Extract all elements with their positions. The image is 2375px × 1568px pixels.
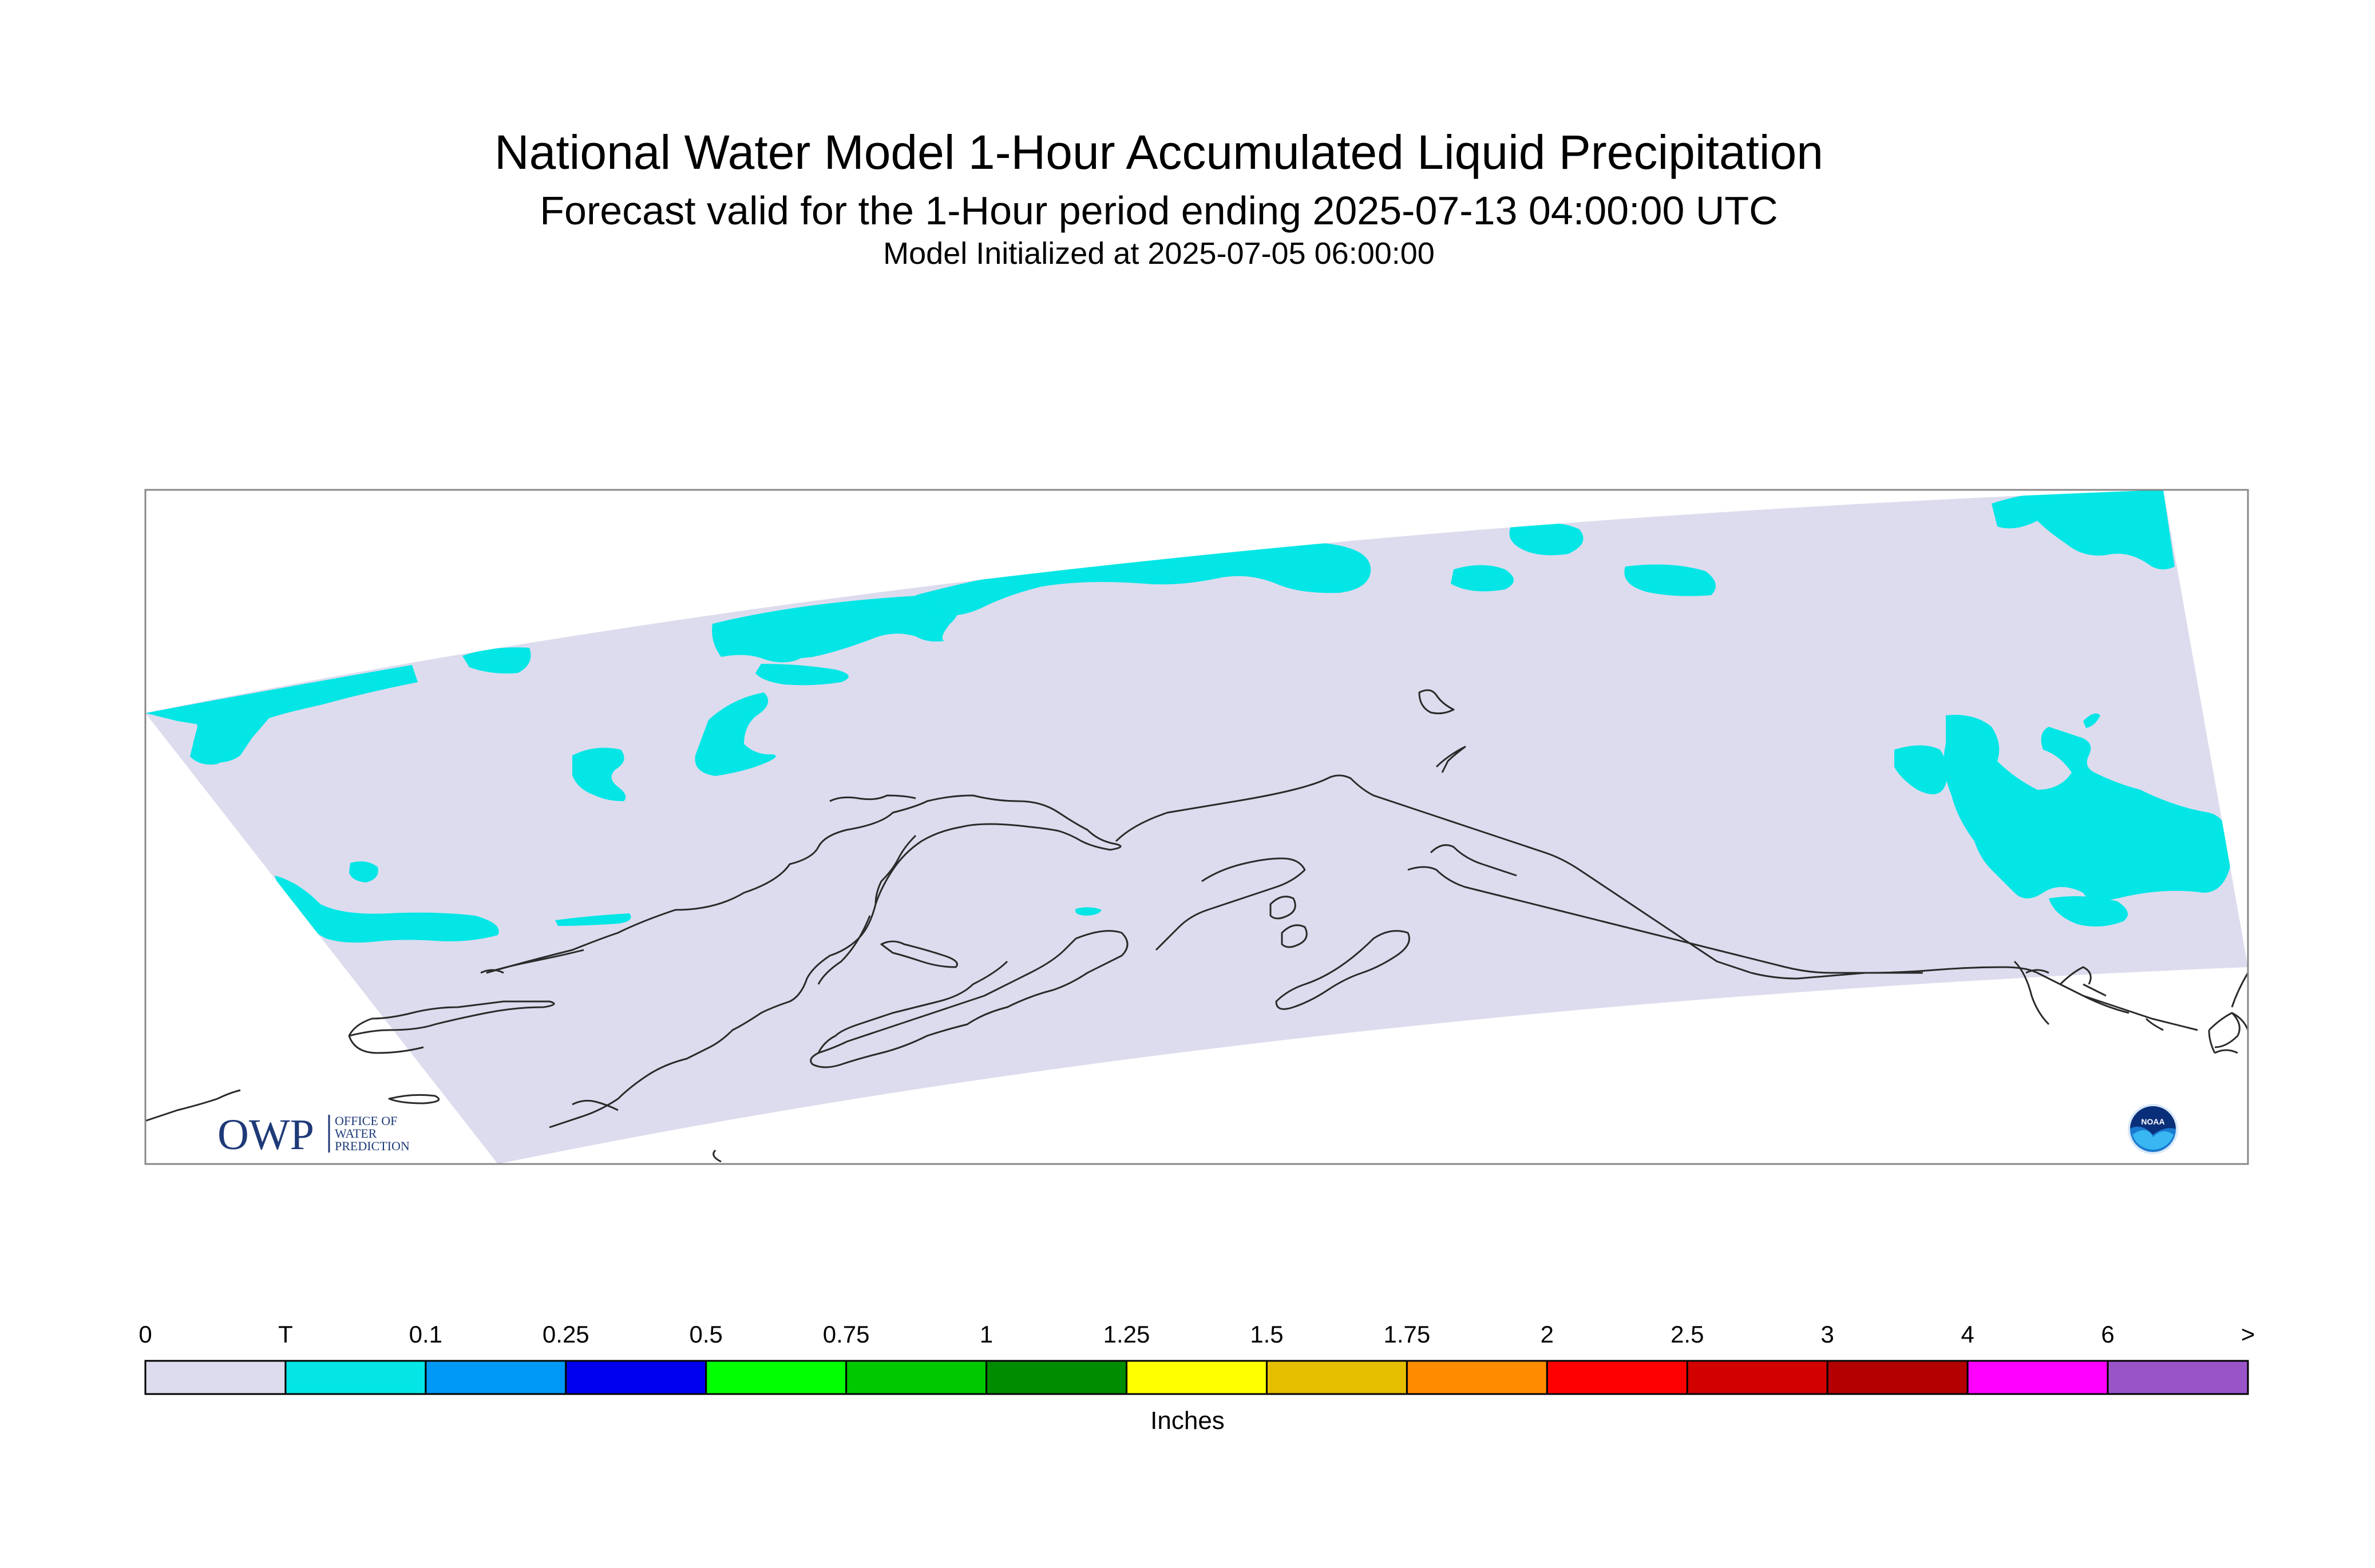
legend-tick-label: 2 <box>1541 1321 1554 1348</box>
noaa-logo: NOAA <box>2128 1104 2178 1154</box>
legend-tick-label: 1.75 <box>1384 1321 1431 1348</box>
trace-precipitation-areas <box>145 490 2232 943</box>
owp-logo-line2: WATER <box>335 1126 377 1141</box>
model-domain-area <box>145 490 2248 1164</box>
noaa-logo-text: NOAA <box>2141 1117 2164 1126</box>
legend-tick-label: 3 <box>1821 1321 1834 1348</box>
model-init-text: Model Initialized at 2025-07-05 06:00:00 <box>883 236 1435 271</box>
map-title: National Water Model 1-Hour Accumulated … <box>494 125 1824 179</box>
legend-swatch <box>2107 1360 2249 1395</box>
legend-tick-label: 0.1 <box>409 1321 442 1348</box>
owp-logo-letters: OWP <box>217 1111 314 1159</box>
owp-logo: OWP OFFICE OF WATER PREDICTION <box>217 1111 410 1159</box>
owp-logo-line1: OFFICE OF <box>335 1114 397 1128</box>
legend-tick-label: 4 <box>1961 1321 1974 1348</box>
legend-tick-label: T <box>278 1321 293 1348</box>
legend-swatch <box>705 1360 848 1395</box>
legend-swatch <box>565 1360 707 1395</box>
legend-tick-label: > <box>2241 1321 2255 1348</box>
legend-tick-label: 1 <box>980 1321 993 1348</box>
legend-swatch <box>845 1360 988 1395</box>
map-frame <box>144 489 2249 1165</box>
map-subtitle: Forecast valid for the 1-Hour period end… <box>540 188 1778 233</box>
legend-swatch <box>1546 1360 1688 1395</box>
legend-tick-label: 0.5 <box>690 1321 723 1348</box>
legend-swatch <box>1406 1360 1548 1395</box>
legend-swatch <box>425 1360 567 1395</box>
legend-swatch <box>1686 1360 1828 1395</box>
legend-swatch <box>1265 1360 1408 1395</box>
legend-tick-label: 0.75 <box>823 1321 870 1348</box>
legend-tick-label: 1.5 <box>1250 1321 1283 1348</box>
legend-tick-label: 0.25 <box>543 1321 589 1348</box>
legend-tick-label: 1.25 <box>1103 1321 1150 1348</box>
legend-swatch <box>284 1360 427 1395</box>
coastline <box>145 689 2248 1163</box>
legend-swatch <box>985 1360 1128 1395</box>
owp-logo-line3: PREDICTION <box>335 1139 410 1153</box>
legend-swatch <box>1826 1360 1969 1395</box>
legend-swatch <box>1126 1360 1268 1395</box>
legend-tick-label: 2.5 <box>1671 1321 1704 1348</box>
legend-tick-label: 6 <box>2101 1321 2114 1348</box>
legend-swatch <box>1966 1360 2109 1395</box>
legend-units-label: Inches <box>1150 1407 1225 1435</box>
legend-tick-label: 0 <box>138 1321 152 1348</box>
legend-swatch <box>144 1360 287 1395</box>
